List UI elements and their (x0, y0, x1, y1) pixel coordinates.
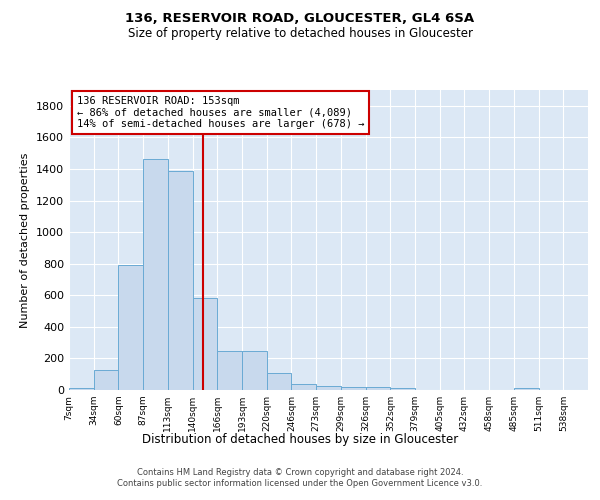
Y-axis label: Number of detached properties: Number of detached properties (20, 152, 31, 328)
Bar (193, 298, 217, 390)
Text: 136 RESERVOIR ROAD: 153sqm
← 86% of detached houses are smaller (4,089)
14% of s: 136 RESERVOIR ROAD: 153sqm ← 86% of deta… (77, 96, 364, 129)
Bar (118, 266, 143, 390)
Bar (69, 388, 94, 390)
Bar (390, 388, 415, 390)
Bar (168, 170, 193, 390)
Bar (292, 384, 316, 390)
Text: Contains HM Land Registry data © Crown copyright and database right 2024.
Contai: Contains HM Land Registry data © Crown c… (118, 468, 482, 487)
Bar (242, 352, 267, 390)
Text: Size of property relative to detached houses in Gloucester: Size of property relative to detached ho… (128, 28, 473, 40)
Bar (365, 387, 390, 390)
Bar (143, 160, 168, 390)
Bar (94, 370, 118, 390)
Text: Distribution of detached houses by size in Gloucester: Distribution of detached houses by size … (142, 432, 458, 446)
Bar (316, 386, 341, 390)
Text: 136, RESERVOIR ROAD, GLOUCESTER, GL4 6SA: 136, RESERVOIR ROAD, GLOUCESTER, GL4 6SA (125, 12, 475, 26)
Bar (341, 387, 365, 390)
Bar (267, 372, 292, 390)
Bar (514, 388, 539, 390)
Bar (217, 352, 242, 390)
